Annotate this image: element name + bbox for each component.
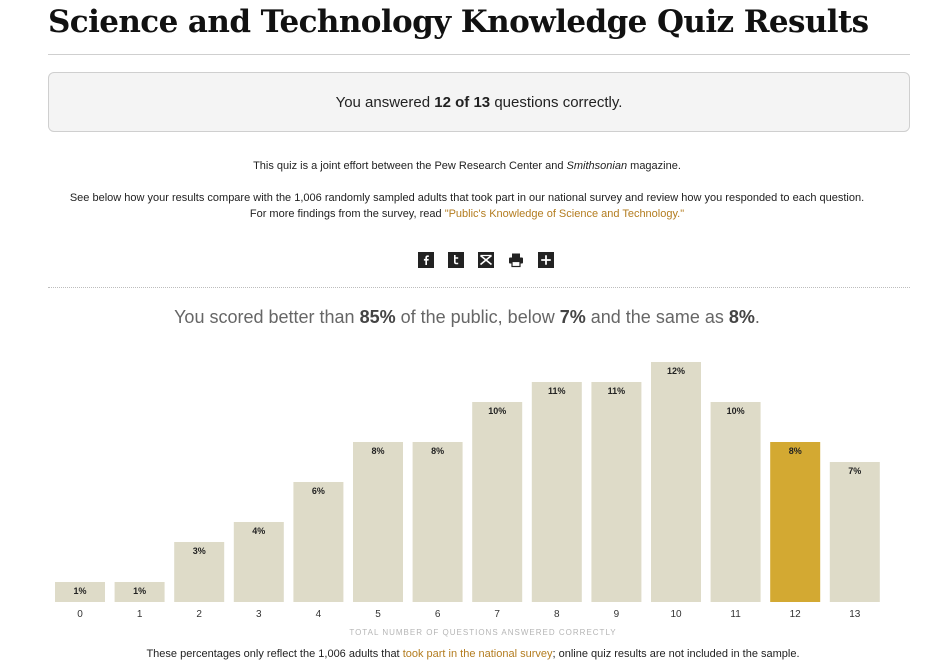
x-tick-label-12: 12 [790, 609, 802, 620]
title-divider [48, 54, 910, 55]
bar-4 [293, 482, 344, 602]
section-divider [48, 287, 910, 288]
x-tick-label-3: 3 [256, 609, 262, 620]
footer-note: These percentages only reflect the 1,006… [0, 648, 934, 660]
bar-7 [472, 402, 523, 602]
print-button[interactable] [508, 252, 524, 268]
bar-value-label-7: 10% [488, 406, 506, 416]
comparison-text-3: and the same as [590, 307, 724, 327]
share-toolbar [418, 252, 554, 268]
x-tick-label-8: 8 [554, 609, 560, 620]
below-value: 7% [559, 307, 586, 327]
national-survey-link[interactable]: took part in the national survey [402, 648, 553, 660]
score-summary-box: You answered 12 of 13 questions correctl… [48, 72, 910, 132]
bar-value-label-1: 1% [133, 586, 146, 596]
x-tick-label-2: 2 [196, 609, 202, 620]
score-prefix: You answered [335, 93, 431, 111]
bar-value-label-2: 3% [193, 546, 206, 556]
bar-6 [412, 442, 463, 602]
bar-2 [174, 542, 225, 602]
bar-13 [829, 462, 880, 602]
bar-5 [353, 442, 403, 602]
email-share-button[interactable] [478, 252, 494, 268]
bar-12 [770, 442, 821, 602]
twitter-share-button[interactable] [448, 252, 464, 268]
x-tick-label-13: 13 [849, 609, 861, 620]
score-value: 12 of 13 [434, 93, 491, 111]
bar-9 [591, 382, 642, 602]
comparison-text-2: of the public, below [400, 307, 555, 327]
bar-value-label-4: 6% [312, 486, 325, 496]
page-title: Science and Technology Knowledge Quiz Re… [48, 4, 869, 40]
facebook-icon [423, 255, 429, 265]
smithsonian-name: Smithsonian [566, 160, 628, 172]
better-than-value: 85% [359, 307, 396, 327]
x-tick-label-4: 4 [316, 609, 322, 620]
bar-value-label-3: 4% [252, 526, 265, 536]
same-as-value: 8% [728, 307, 755, 327]
footer-suffix: ; online quiz results are not included i… [552, 648, 800, 660]
x-tick-label-0: 0 [77, 609, 83, 620]
bar-1 [114, 582, 165, 602]
bar-value-label-5: 8% [371, 446, 384, 456]
bar-value-label-9: 11% [608, 386, 626, 396]
comparison-text-1: You scored better than [174, 307, 355, 327]
bar-8 [531, 382, 582, 602]
bar-value-label-0: 1% [73, 586, 86, 596]
plus-icon [541, 255, 551, 265]
x-tick-label-11: 11 [730, 609, 741, 620]
report-link[interactable]: "Public's Knowledge of Science and Techn… [444, 208, 685, 220]
x-tick-label-10: 10 [670, 609, 682, 620]
bar-11 [710, 402, 761, 602]
x-axis-title: TOTAL NUMBER OF QUESTIONS ANSWERED CORRE… [349, 628, 617, 637]
bar-value-label-6: 8% [431, 446, 444, 456]
x-tick-label-6: 6 [435, 609, 441, 620]
x-tick-label-9: 9 [614, 609, 620, 620]
bar-value-label-11: 10% [727, 406, 745, 416]
intro-credit: This quiz is a joint effort between the … [0, 160, 934, 172]
twitter-icon [454, 255, 459, 265]
bar-value-label-12: 8% [789, 446, 802, 456]
score-suffix: questions correctly. [494, 93, 623, 111]
intro-more-findings: For more findings from the survey, read … [0, 208, 934, 220]
bar-value-label-13: 7% [848, 466, 861, 476]
print-icon [509, 253, 523, 268]
score-comparison: You scored better than 85% of the public… [0, 307, 934, 328]
footer-prefix: These percentages only reflect the 1,006… [146, 648, 400, 660]
intro-credit-prefix: This quiz is a joint effort between the … [253, 160, 564, 172]
bar-value-label-8: 11% [548, 386, 566, 396]
more-share-button[interactable] [538, 252, 554, 268]
x-tick-label-1: 1 [137, 609, 143, 620]
bar-0 [55, 582, 105, 602]
email-icon [479, 254, 493, 266]
intro-more-prefix: For more findings from the survey, read [249, 208, 442, 220]
x-tick-label-7: 7 [494, 609, 500, 620]
bar-3 [233, 522, 284, 602]
comparison-text-4: . [754, 307, 760, 327]
bar-value-label-10: 12% [667, 366, 685, 376]
intro-compare-text: See below how your results compare with … [69, 192, 865, 204]
intro-credit-suffix: magazine. [630, 160, 681, 172]
facebook-share-button[interactable] [418, 252, 434, 268]
x-tick-label-5: 5 [375, 609, 381, 620]
bar-10 [651, 362, 701, 602]
score-distribution-chart: 1% 0 1% 1 3% 2 4% 3 6% 4 8% 5 8% 6 10% 7 11% 8 11% 9 12% 10 10… [55, 362, 880, 620]
